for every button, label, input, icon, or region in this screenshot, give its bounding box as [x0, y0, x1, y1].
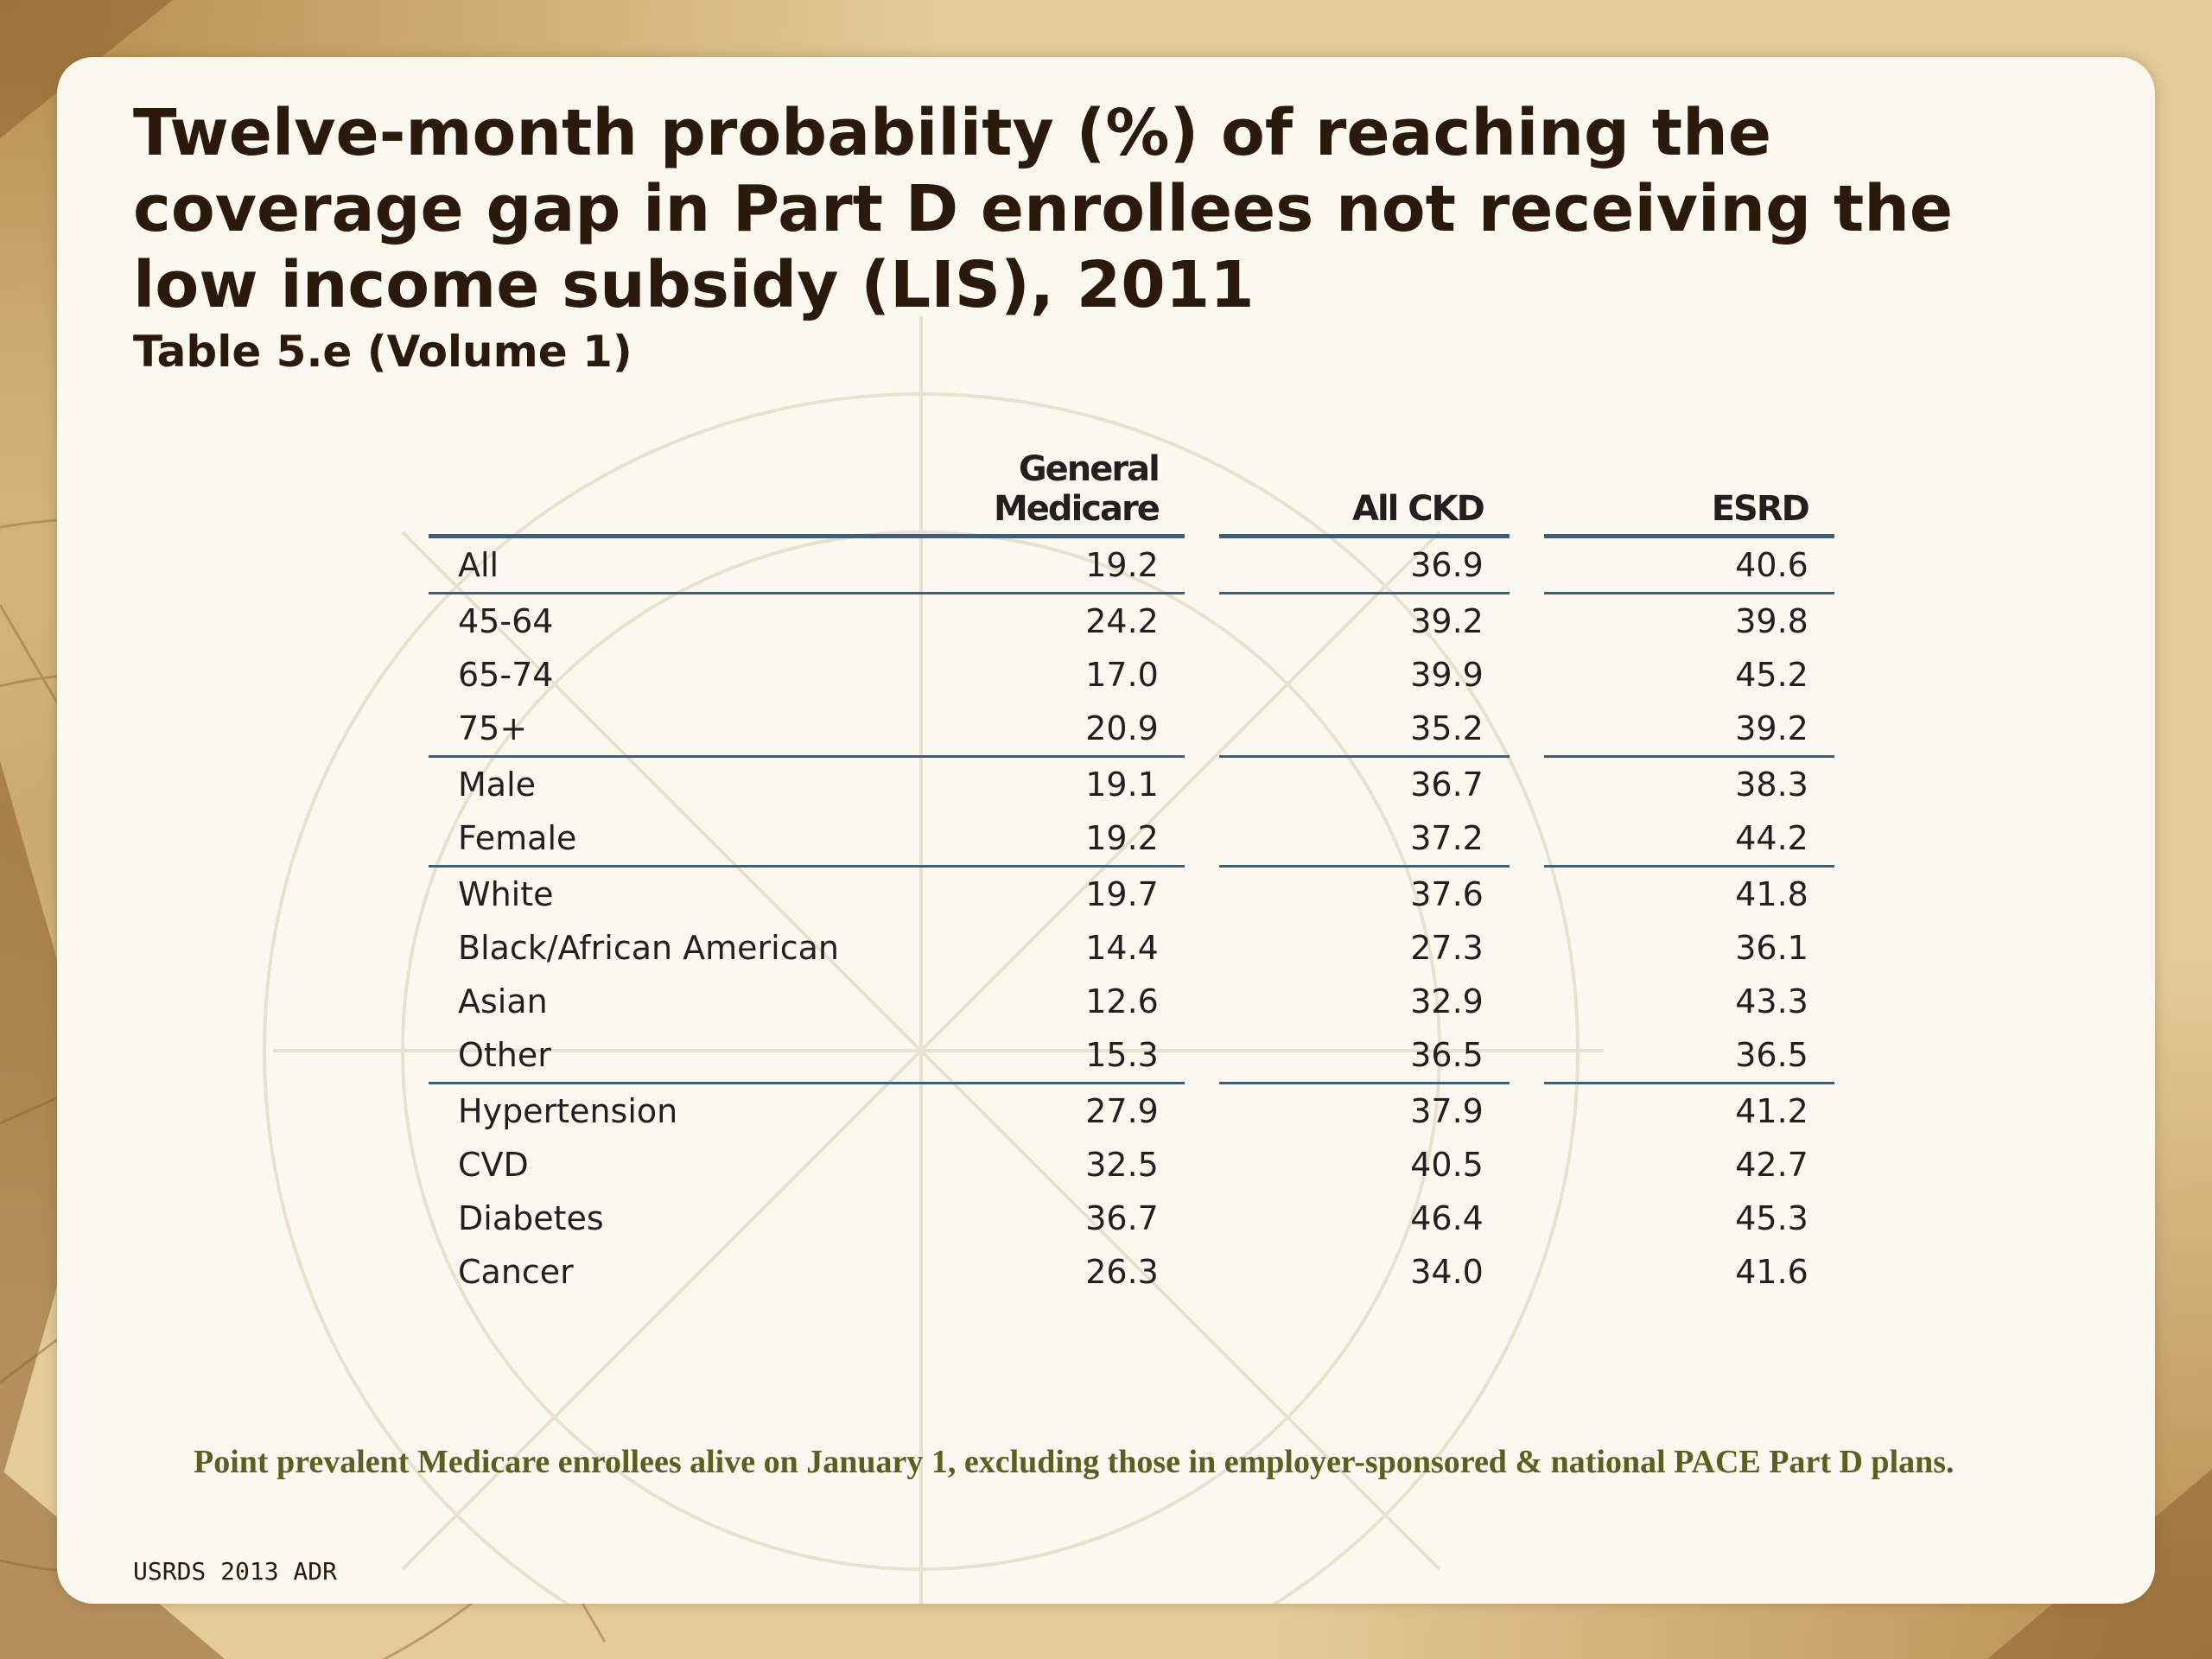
cell-general-medicare: 19.2 [994, 811, 1185, 868]
cell-esrd: 41.6 [1735, 1253, 1808, 1291]
cell-all-ckd: 36.5 [1218, 1028, 1510, 1084]
table-row: 75+ 20.9 35.2 39.2 [429, 702, 1834, 758]
cell-general-medicare: 32.5 [1085, 1146, 1159, 1184]
row-label: 65-74 [458, 656, 554, 694]
header-general-medicare: General Medicare [994, 449, 1185, 538]
row-label: All [429, 536, 994, 594]
table-row: Black/African American 14.4 27.3 36.1 [429, 921, 1834, 975]
cell-general-medicare: 15.3 [994, 1028, 1185, 1084]
row-label: Cancer [458, 1253, 574, 1291]
slide-panel: Twelve-month probability (%) of reaching… [57, 57, 2155, 1604]
header-all-ckd: All CKD [1218, 449, 1510, 538]
row-label: Male [458, 766, 537, 804]
row-label: Hypertension [458, 1092, 678, 1130]
cell-all-ckd: 40.5 [1410, 1146, 1484, 1184]
table-row: Cancer 26.3 34.0 41.6 [429, 1245, 1834, 1299]
cell-all-ckd: 36.7 [1410, 766, 1484, 804]
cell-all-ckd: 36.9 [1218, 536, 1510, 594]
cell-esrd: 38.3 [1735, 766, 1808, 804]
table-row: Other 15.3 36.5 36.5 [429, 1028, 1834, 1084]
table-row: Asian 12.6 32.9 43.3 [429, 975, 1834, 1028]
cell-all-ckd: 35.2 [1218, 702, 1510, 758]
table-row: Hypertension 27.9 37.9 41.2 [429, 1084, 1834, 1139]
cell-general-medicare: 20.9 [994, 702, 1185, 758]
cell-esrd: 45.3 [1735, 1199, 1808, 1237]
row-label: Female [429, 811, 994, 868]
row-label: 75+ [429, 702, 994, 758]
slide-title: Twelve-month probability (%) of reaching… [133, 96, 1954, 322]
cell-general-medicare: 36.7 [1085, 1199, 1159, 1237]
cell-esrd: 43.3 [1735, 982, 1808, 1020]
table-row: CVD 32.5 40.5 42.7 [429, 1138, 1834, 1192]
cell-esrd: 45.2 [1735, 656, 1808, 694]
cell-all-ckd: 46.4 [1410, 1199, 1484, 1237]
cell-esrd: 36.1 [1735, 929, 1808, 967]
row-label: Other [429, 1028, 994, 1084]
table-row: 45-64 24.2 39.2 39.8 [429, 594, 1834, 649]
row-label: White [458, 875, 554, 913]
table-row: All 19.2 36.9 40.6 [429, 536, 1834, 594]
cell-esrd: 41.8 [1735, 875, 1808, 913]
row-label: 45-64 [458, 602, 554, 640]
table-row: Diabetes 36.7 46.4 45.3 [429, 1192, 1834, 1245]
table-header-row: General Medicare All CKD ESRD [429, 449, 1834, 538]
cell-general-medicare: 19.2 [994, 536, 1185, 594]
cell-all-ckd: 39.2 [1410, 602, 1484, 640]
probability-table: General Medicare All CKD ESRD All 19.2 3… [429, 449, 1834, 1299]
cell-esrd: 40.6 [1543, 536, 1834, 594]
cell-general-medicare: 27.9 [1085, 1092, 1159, 1130]
cell-all-ckd: 32.9 [1410, 982, 1484, 1020]
cell-esrd: 42.7 [1735, 1146, 1808, 1184]
cell-general-medicare: 26.3 [1085, 1253, 1159, 1291]
cell-general-medicare: 19.1 [1085, 766, 1159, 804]
cell-all-ckd: 39.9 [1410, 656, 1484, 694]
footnote: Point prevalent Medicare enrollees alive… [194, 1444, 1955, 1480]
cell-general-medicare: 24.2 [1085, 602, 1159, 640]
cell-general-medicare: 12.6 [1085, 982, 1159, 1020]
table-reference: Table 5.e (Volume 1) [133, 327, 632, 377]
source-credit: USRDS 2013 ADR [133, 1557, 338, 1586]
row-label: Diabetes [458, 1199, 604, 1237]
table-row: 65-74 17.0 39.9 45.2 [429, 648, 1834, 702]
table-row: White 19.7 37.6 41.8 [429, 867, 1834, 922]
cell-esrd: 41.2 [1735, 1092, 1808, 1130]
header-spacer [429, 449, 994, 538]
cell-all-ckd: 27.3 [1410, 929, 1484, 967]
cell-all-ckd: 37.9 [1410, 1092, 1484, 1130]
row-label: Asian [458, 982, 548, 1020]
header-esrd: ESRD [1543, 449, 1834, 538]
cell-esrd: 39.8 [1735, 602, 1808, 640]
cell-esrd: 44.2 [1543, 811, 1834, 868]
cell-esrd: 39.2 [1543, 702, 1834, 758]
cell-general-medicare: 19.7 [1085, 875, 1159, 913]
row-label: Black/African American [458, 929, 839, 967]
cell-esrd: 36.5 [1543, 1028, 1834, 1084]
cell-general-medicare: 17.0 [1085, 656, 1159, 694]
cell-all-ckd: 34.0 [1410, 1253, 1484, 1291]
table-row: Female 19.2 37.2 44.2 [429, 811, 1834, 868]
cell-all-ckd: 37.6 [1410, 875, 1484, 913]
cell-general-medicare: 14.4 [1085, 929, 1159, 967]
cell-all-ckd: 37.2 [1218, 811, 1510, 868]
table-row: Male 19.1 36.7 38.3 [429, 757, 1834, 812]
row-label: CVD [458, 1146, 529, 1184]
